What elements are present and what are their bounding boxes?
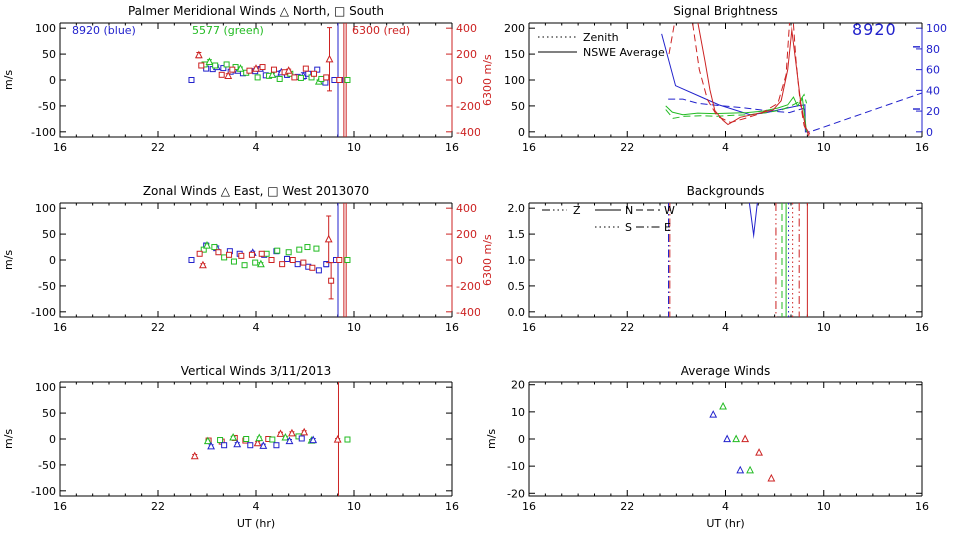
y-axis-label: m/s (2, 249, 15, 271)
zonal-winds-plot-canvas (0, 180, 480, 360)
panel-meridional-winds: Palmer Meridional Winds △ North, □ South… (0, 0, 480, 180)
x-axis-label: UT (hr) (706, 517, 745, 530)
panel-title: Average Winds (680, 364, 771, 378)
vertical-winds-plot-canvas (0, 360, 480, 540)
panel-backgrounds: Backgrounds Z N W S E (480, 180, 960, 360)
legend-z: Z (573, 204, 581, 217)
panel-title: Palmer Meridional Winds △ North, □ South (127, 4, 385, 18)
meridional-winds-plot-canvas (0, 0, 480, 180)
backgrounds-plot-canvas (480, 180, 960, 360)
panel-vertical-winds: Vertical Winds 3/11/2013 m/s UT (hr) (0, 360, 480, 540)
legend-5577: 5577 (green) (192, 24, 264, 37)
right-axis-label-6300-row2: 6300 m/s (481, 234, 494, 286)
y-axis-label: m/s (2, 69, 15, 91)
panel-signal-brightness: Signal Brightness Zenith NSWE Average 89… (480, 0, 960, 180)
legend-8920: 8920 (blue) (72, 24, 136, 37)
legend-n: N (625, 204, 634, 217)
y-axis-label: m/s (485, 428, 498, 450)
legend-w: W (664, 204, 675, 217)
panel-title: Zonal Winds △ East, □ West 2013070 (142, 184, 370, 198)
legend-6300: 6300 (red) (352, 24, 411, 37)
panel-title: Vertical Winds 3/11/2013 (180, 364, 332, 378)
legend-zenith: Zenith (583, 31, 619, 44)
panel-average-winds: Average Winds m/s UT (hr) (480, 360, 960, 540)
panel-title: Backgrounds (686, 184, 765, 198)
right-axis-label-6300-row1: 6300 m/s (481, 54, 494, 106)
legend-e: E (664, 221, 671, 234)
y-axis-label: m/s (2, 428, 15, 450)
signal-brightness-plot-canvas (480, 0, 960, 180)
wavelength-annotation: 8920 (852, 20, 897, 39)
panel-zonal-winds: Zonal Winds △ East, □ West 2013070 m/s (0, 180, 480, 360)
average-winds-plot-canvas (480, 360, 960, 540)
x-axis-label: UT (hr) (236, 517, 276, 530)
legend-nswe-average: NSWE Average (583, 46, 665, 59)
legend-s: S (625, 221, 632, 234)
panel-title: Signal Brightness (673, 4, 778, 18)
